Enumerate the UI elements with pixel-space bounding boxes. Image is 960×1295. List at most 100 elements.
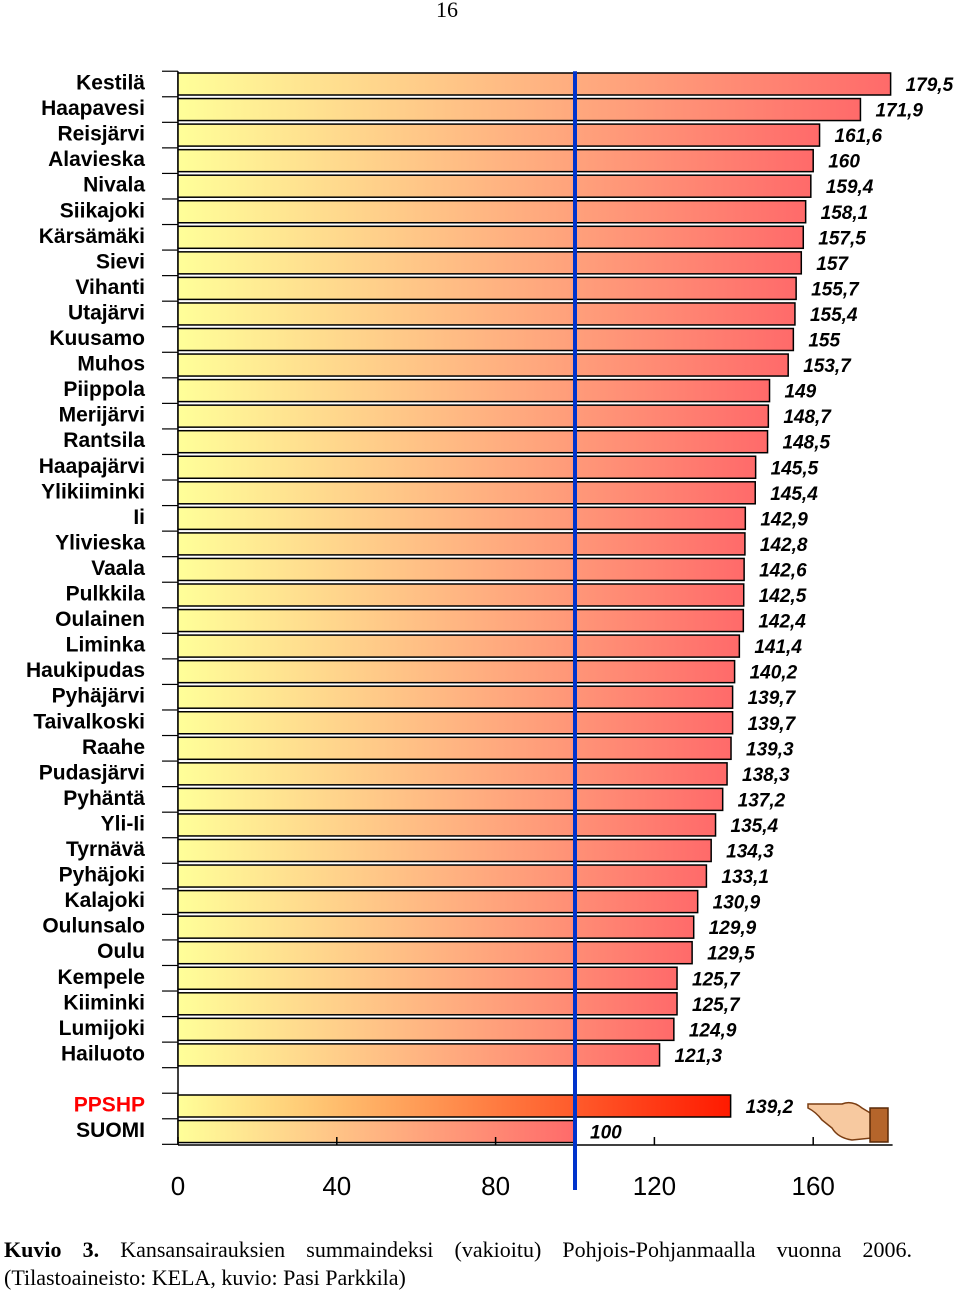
chart: 16 Kestilä 179,5 Haapavesi 171,9 Reisjärvi 16… — [26, 0, 954, 1201]
bar — [177, 174, 812, 198]
bar — [177, 966, 678, 990]
bar — [177, 327, 795, 352]
bar — [177, 72, 892, 96]
bar — [177, 123, 821, 147]
value-label: 139,7 — [748, 714, 797, 735]
category-label: Reisjärvi — [57, 123, 145, 146]
value-label: 129,9 — [709, 918, 757, 939]
value-label: 157 — [816, 254, 849, 275]
value-label: 158,1 — [821, 203, 869, 224]
bar — [177, 634, 741, 658]
bar — [177, 302, 796, 326]
bar — [177, 1043, 661, 1067]
category-label: Oulunsalo — [42, 915, 145, 938]
category-label: Kestilä — [76, 72, 145, 95]
category-label: Liminka — [66, 634, 146, 657]
bar — [177, 251, 803, 275]
value-label: 142,9 — [760, 509, 808, 530]
value-label: 140,2 — [750, 663, 798, 684]
category-label: Oulu — [97, 940, 145, 963]
bar — [177, 557, 745, 582]
value-label: 138,3 — [742, 765, 790, 786]
value-label: 157,5 — [818, 228, 866, 249]
x-tick-label: 80 — [481, 1171, 510, 1201]
value-label: 130,9 — [713, 893, 761, 914]
category-label: Taivalkoski — [33, 710, 145, 733]
bar — [177, 736, 732, 761]
category-label: Ylivieska — [55, 531, 145, 554]
value-label: 148,5 — [783, 433, 831, 454]
bar — [177, 1094, 732, 1118]
value-label: 100 — [590, 1123, 622, 1144]
bar — [177, 353, 789, 377]
bar — [177, 711, 734, 735]
bar — [177, 940, 693, 965]
value-label: 134,3 — [726, 842, 774, 863]
category-label: PPSHP — [74, 1094, 145, 1117]
category-label: Kuusamo — [49, 327, 145, 350]
category-label: Merijärvi — [59, 404, 145, 427]
value-label: 124,9 — [689, 1020, 737, 1041]
bar — [177, 276, 797, 301]
category-label: Pyhäntä — [63, 787, 145, 810]
category-label: Kärsämäki — [39, 225, 145, 248]
bar — [177, 532, 746, 556]
value-label: 142,4 — [758, 612, 806, 633]
bar — [177, 200, 807, 224]
bar — [177, 225, 805, 250]
category-label: Rantsila — [63, 429, 145, 452]
bar — [177, 404, 770, 428]
bar — [177, 1017, 675, 1042]
category-label: Kalajoki — [64, 889, 145, 912]
value-label: 145,5 — [771, 458, 819, 479]
category-label: Nivala — [83, 174, 145, 197]
bar — [177, 608, 745, 633]
bar — [177, 659, 736, 684]
value-label: 142,6 — [759, 560, 807, 581]
category-label: Utajärvi — [68, 301, 145, 324]
value-label: 135,4 — [731, 816, 779, 837]
value-label: 179,5 — [906, 75, 954, 96]
category-label: Vaala — [91, 557, 145, 580]
value-label: 139,7 — [748, 688, 797, 709]
bar — [177, 481, 756, 505]
category-label: Vihanti — [75, 276, 145, 299]
value-label: 141,4 — [754, 637, 802, 658]
pointing-hand — [807, 1101, 889, 1143]
value-label: 155,4 — [810, 305, 858, 326]
x-tick-label: 120 — [633, 1171, 676, 1201]
bar — [177, 1119, 576, 1144]
category-label: SUOMI — [76, 1119, 145, 1142]
bar — [177, 813, 717, 837]
category-label: Muhos — [77, 353, 145, 376]
bar — [177, 429, 769, 454]
bar — [177, 378, 771, 403]
caption-text: Kansansairauksien summaindeksi (vakioitu… — [4, 1237, 912, 1290]
value-label: 149 — [785, 382, 817, 403]
x-tick-label: 0 — [171, 1171, 185, 1201]
x-tick-label: 160 — [792, 1171, 835, 1201]
value-label: 139,3 — [746, 739, 794, 760]
value-label: 142,8 — [760, 535, 808, 556]
value-label: 139,2 — [746, 1097, 794, 1118]
category-label: Pudasjärvi — [39, 761, 145, 784]
bar — [177, 864, 708, 888]
category-label: Pyhäjoki — [59, 864, 145, 887]
category-label: Haapavesi — [41, 97, 145, 120]
bar — [177, 685, 734, 709]
value-label: 145,4 — [770, 484, 818, 505]
category-label: Kempele — [57, 966, 145, 989]
category-label: Ylikiiminki — [41, 480, 145, 503]
value-label: 137,2 — [738, 790, 786, 811]
category-label: Haapajärvi — [39, 455, 145, 478]
category-label: Oulainen — [55, 608, 145, 631]
category-label: Haukipudas — [26, 659, 145, 682]
value-label: 160 — [828, 152, 860, 173]
bar — [177, 455, 757, 479]
value-label: 125,7 — [692, 969, 741, 990]
value-label: 161,6 — [835, 126, 883, 147]
value-label: 133,1 — [721, 867, 769, 888]
category-label: Siikajoki — [60, 199, 145, 222]
value-label: 155 — [808, 331, 840, 352]
